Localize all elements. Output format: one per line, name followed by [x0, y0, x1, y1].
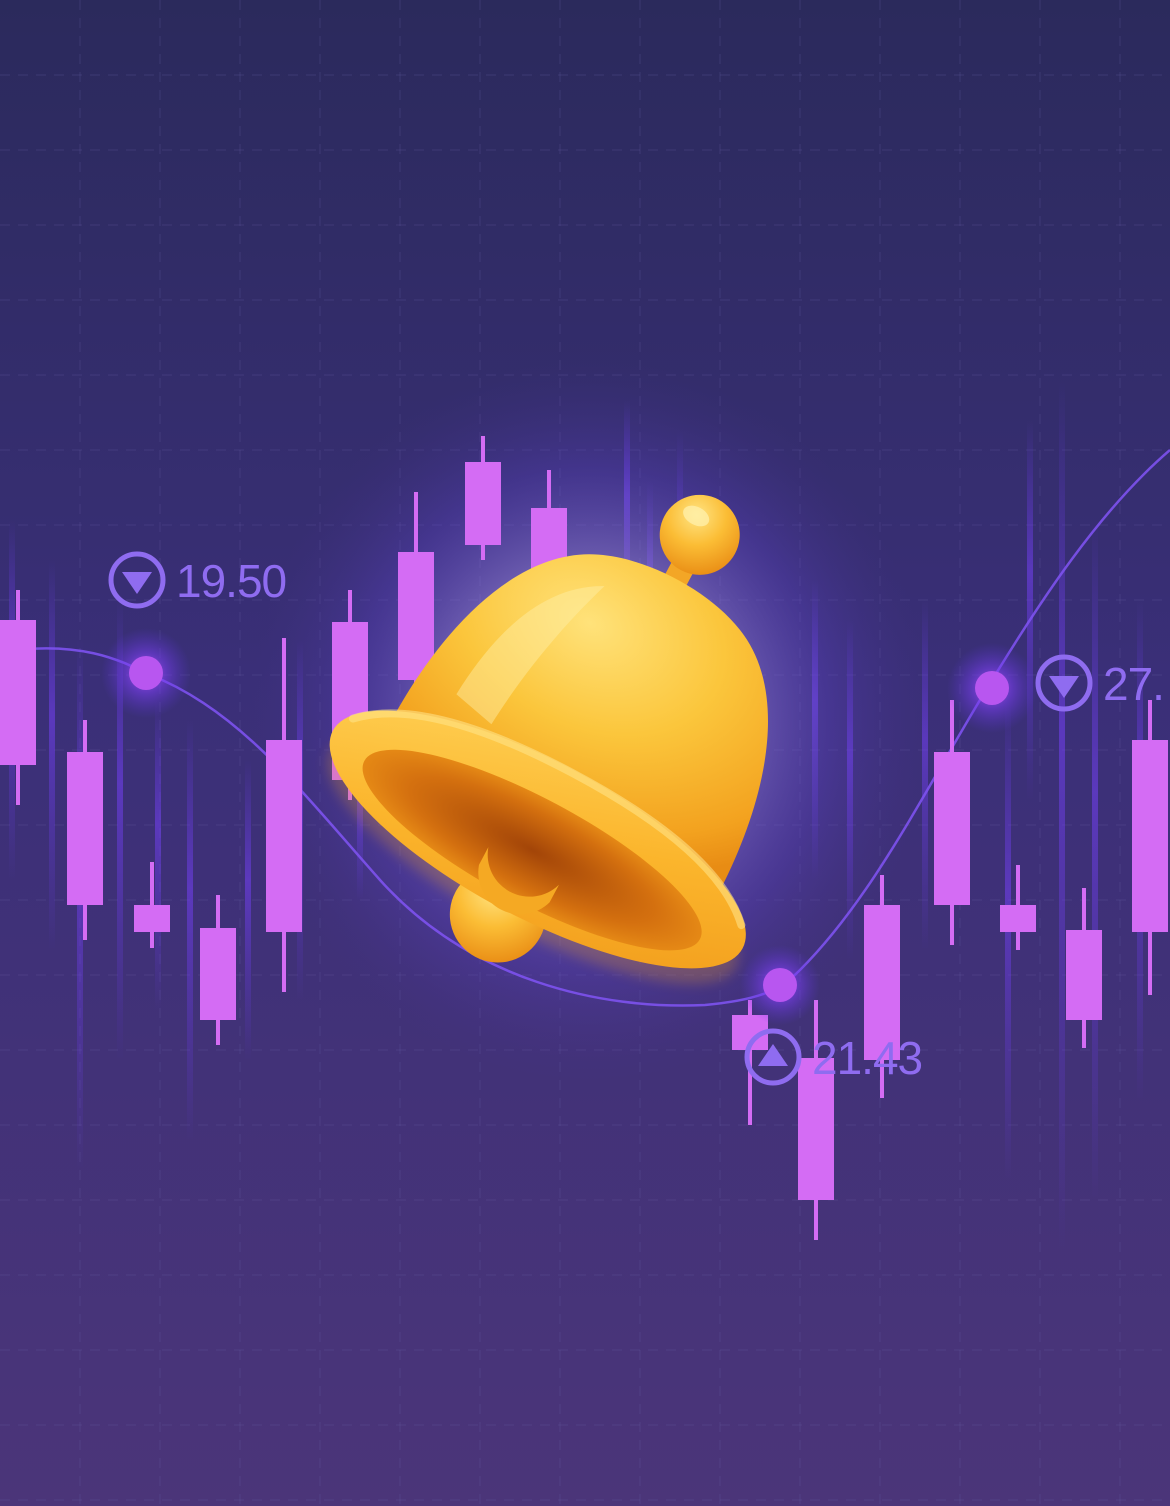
- notification-bell-icon: [327, 494, 768, 984]
- up-triangle-icon: [758, 1044, 788, 1066]
- price-marker-1: 19.50: [108, 551, 287, 609]
- candle: [200, 895, 236, 1045]
- glow-beam: [1092, 520, 1098, 1200]
- glow-beam: [1059, 380, 1065, 1250]
- candle: [465, 436, 501, 560]
- candlestick-series: [0, 436, 1168, 1240]
- price-label: 27.: [1103, 658, 1164, 710]
- down-triangle-icon: [1049, 676, 1079, 698]
- glow-beam: [1027, 420, 1033, 800]
- candle: [67, 720, 103, 940]
- curve-dot-3: [740, 945, 820, 1025]
- glow-beam: [155, 700, 161, 1010]
- candle: [0, 590, 36, 805]
- glow-beam: [1005, 700, 1011, 1180]
- glow-beam: [117, 600, 123, 1060]
- down-triangle-icon: [122, 572, 152, 594]
- candle: [1066, 888, 1102, 1048]
- curve-dot-2: [947, 643, 1037, 733]
- candle: [864, 875, 900, 1098]
- glow-beam: [245, 760, 251, 1060]
- candle: [398, 492, 434, 700]
- glow-beam: [187, 720, 193, 1140]
- price-marker-2: 27.: [1035, 654, 1165, 712]
- candle: [266, 638, 302, 992]
- glow-beam: [49, 560, 55, 950]
- candle: [798, 1000, 834, 1240]
- curve-dot-1: [101, 628, 191, 718]
- candle: [1132, 700, 1168, 995]
- price-marker-3: 21.43: [744, 1028, 923, 1086]
- price-label: 21.43: [812, 1032, 922, 1084]
- candle: [134, 862, 170, 948]
- candle: [1000, 865, 1036, 950]
- candle: [934, 700, 970, 945]
- price-label: 19.50: [176, 555, 286, 607]
